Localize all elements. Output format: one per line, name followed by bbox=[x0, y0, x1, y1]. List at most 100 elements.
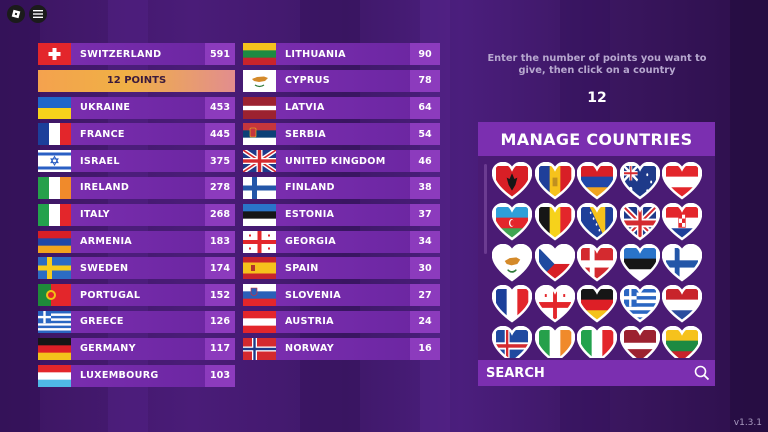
roblox-logo-icon bbox=[11, 9, 21, 19]
country-score-row-ch: SWITZERLAND 591 bbox=[38, 43, 235, 65]
country-points: 117 bbox=[205, 337, 235, 360]
flag-ge-icon bbox=[243, 230, 276, 253]
country-heart-hr[interactable] bbox=[661, 202, 703, 241]
country-name: FRANCE bbox=[80, 128, 125, 140]
search-bar[interactable]: SEARCH bbox=[478, 360, 715, 386]
country-score-row-es: SPAIN 30 bbox=[243, 257, 440, 280]
country-name: GREECE bbox=[80, 316, 124, 328]
country-heart-ee[interactable] bbox=[619, 243, 660, 282]
scoreboard-right-column: LITHUANIA 90 CYPRUS 78 LATVIA 64 SERBIA 54 UNITE… bbox=[243, 43, 440, 365]
country-heart-ie[interactable] bbox=[534, 325, 575, 358]
country-heart-fi[interactable] bbox=[661, 243, 703, 282]
heart-flag-ee-icon bbox=[619, 243, 660, 282]
flag-ua-icon bbox=[38, 96, 71, 119]
heart-flag-lv-icon bbox=[619, 325, 660, 358]
country-points: 591 bbox=[205, 43, 235, 65]
flag-ee-icon bbox=[243, 203, 276, 226]
country-heart-ba[interactable] bbox=[576, 202, 618, 241]
country-name: ARMENIA bbox=[80, 236, 133, 248]
country-name: LITHUANIA bbox=[285, 48, 346, 60]
country-score-row-lu: LUXEMBOURG 103 bbox=[38, 364, 235, 387]
country-score-row-se: SWEDEN 174 bbox=[38, 257, 235, 280]
heart-flag-gr-icon bbox=[619, 284, 660, 323]
roblox-menu-button[interactable] bbox=[7, 5, 25, 23]
country-name: PORTUGAL bbox=[80, 289, 141, 301]
hamburger-icon bbox=[33, 10, 43, 18]
country-heart-az[interactable] bbox=[492, 202, 533, 241]
points-to-give[interactable]: 12 bbox=[587, 90, 607, 106]
flag-at-icon bbox=[243, 310, 276, 333]
country-heart-cz[interactable] bbox=[534, 243, 575, 282]
country-heart-fr[interactable] bbox=[492, 284, 533, 323]
country-heart-ad[interactable] bbox=[534, 162, 575, 200]
search-icon[interactable] bbox=[689, 360, 715, 386]
country-name: AUSTRIA bbox=[285, 316, 334, 328]
flag-gb-icon bbox=[243, 150, 276, 173]
heart-flag-ie-icon bbox=[534, 325, 575, 358]
country-points: 174 bbox=[205, 257, 235, 280]
heart-flag-ba-icon bbox=[576, 202, 618, 241]
hamburger-menu-button[interactable] bbox=[29, 5, 47, 23]
country-score-row-it: ITALY 268 bbox=[38, 203, 235, 226]
bg-stripe bbox=[730, 0, 768, 432]
country-score-row-lv: LATVIA 64 bbox=[243, 96, 440, 119]
country-points: 183 bbox=[205, 230, 235, 253]
flag-am-icon bbox=[38, 230, 71, 253]
country-score-row-fi: FINLAND 38 bbox=[243, 176, 440, 199]
country-heart-at[interactable] bbox=[661, 162, 703, 200]
country-name: LATVIA bbox=[285, 102, 325, 114]
country-heart-lt[interactable] bbox=[661, 325, 703, 358]
country-heart-gr[interactable] bbox=[619, 284, 660, 323]
country-points: 268 bbox=[205, 203, 235, 226]
manage-countries-panel: MANAGE COUNTRIES bbox=[478, 122, 715, 386]
country-heart-lv[interactable] bbox=[619, 325, 660, 358]
country-points: 64 bbox=[410, 96, 440, 119]
country-name: UNITED KINGDOM bbox=[285, 155, 386, 167]
country-heart-it[interactable] bbox=[576, 325, 618, 358]
country-points: 37 bbox=[410, 203, 440, 226]
country-name: LUXEMBOURG bbox=[80, 370, 159, 382]
country-points: 90 bbox=[410, 43, 440, 65]
country-heart-grid bbox=[492, 162, 704, 358]
flag-cy-icon bbox=[243, 69, 276, 92]
country-score-row-ge: GEORGIA 34 bbox=[243, 230, 440, 253]
country-score-row-pt: PORTUGAL 152 bbox=[38, 284, 235, 307]
country-heart-gb[interactable] bbox=[619, 202, 660, 241]
country-heart-be[interactable] bbox=[534, 202, 575, 241]
version-label: v1.3.1 bbox=[733, 418, 762, 428]
country-name: SERBIA bbox=[285, 128, 326, 140]
heart-flag-de-icon bbox=[576, 284, 618, 323]
flag-rs-icon bbox=[243, 123, 276, 146]
flag-lv-icon bbox=[243, 96, 276, 119]
panel-scrollbar[interactable] bbox=[484, 164, 487, 254]
country-points: 30 bbox=[410, 257, 440, 280]
country-heart-am[interactable] bbox=[576, 162, 618, 200]
country-heart-nl[interactable] bbox=[661, 284, 703, 323]
country-score-row-cy: CYPRUS 78 bbox=[243, 69, 440, 92]
heart-flag-al-icon bbox=[492, 162, 533, 200]
country-score-row-rs: SERBIA 54 bbox=[243, 123, 440, 146]
country-name: SLOVENIA bbox=[285, 289, 341, 301]
country-heart-de[interactable] bbox=[576, 284, 618, 323]
instruction-text: Enter the number of points you want to g… bbox=[487, 53, 707, 76]
country-score-row-de: GERMANY 117 bbox=[38, 337, 235, 360]
country-score-row-si: SLOVENIA 27 bbox=[243, 284, 440, 307]
country-heart-al[interactable] bbox=[492, 162, 533, 200]
country-heart-dk[interactable] bbox=[576, 243, 618, 282]
country-name: UKRAINE bbox=[80, 102, 131, 114]
country-points: 38 bbox=[410, 176, 440, 199]
flag-it-icon bbox=[38, 203, 71, 226]
country-score-row-gb: UNITED KINGDOM 46 bbox=[243, 150, 440, 173]
country-name: GERMANY bbox=[80, 343, 136, 355]
country-points: 54 bbox=[410, 123, 440, 146]
flag-lt-icon bbox=[243, 43, 276, 65]
country-score-row-ie: IRELAND 278 bbox=[38, 176, 235, 199]
country-heart-au[interactable] bbox=[619, 162, 660, 200]
bg-stripe bbox=[0, 0, 40, 432]
country-heart-cy[interactable] bbox=[492, 243, 533, 282]
country-heart-ge[interactable] bbox=[534, 284, 575, 323]
country-heart-is[interactable] bbox=[492, 325, 533, 358]
heart-flag-is-icon bbox=[492, 325, 533, 358]
twelve-points-label: 12 POINTS bbox=[106, 75, 167, 87]
heart-flag-gb-icon bbox=[619, 202, 660, 241]
